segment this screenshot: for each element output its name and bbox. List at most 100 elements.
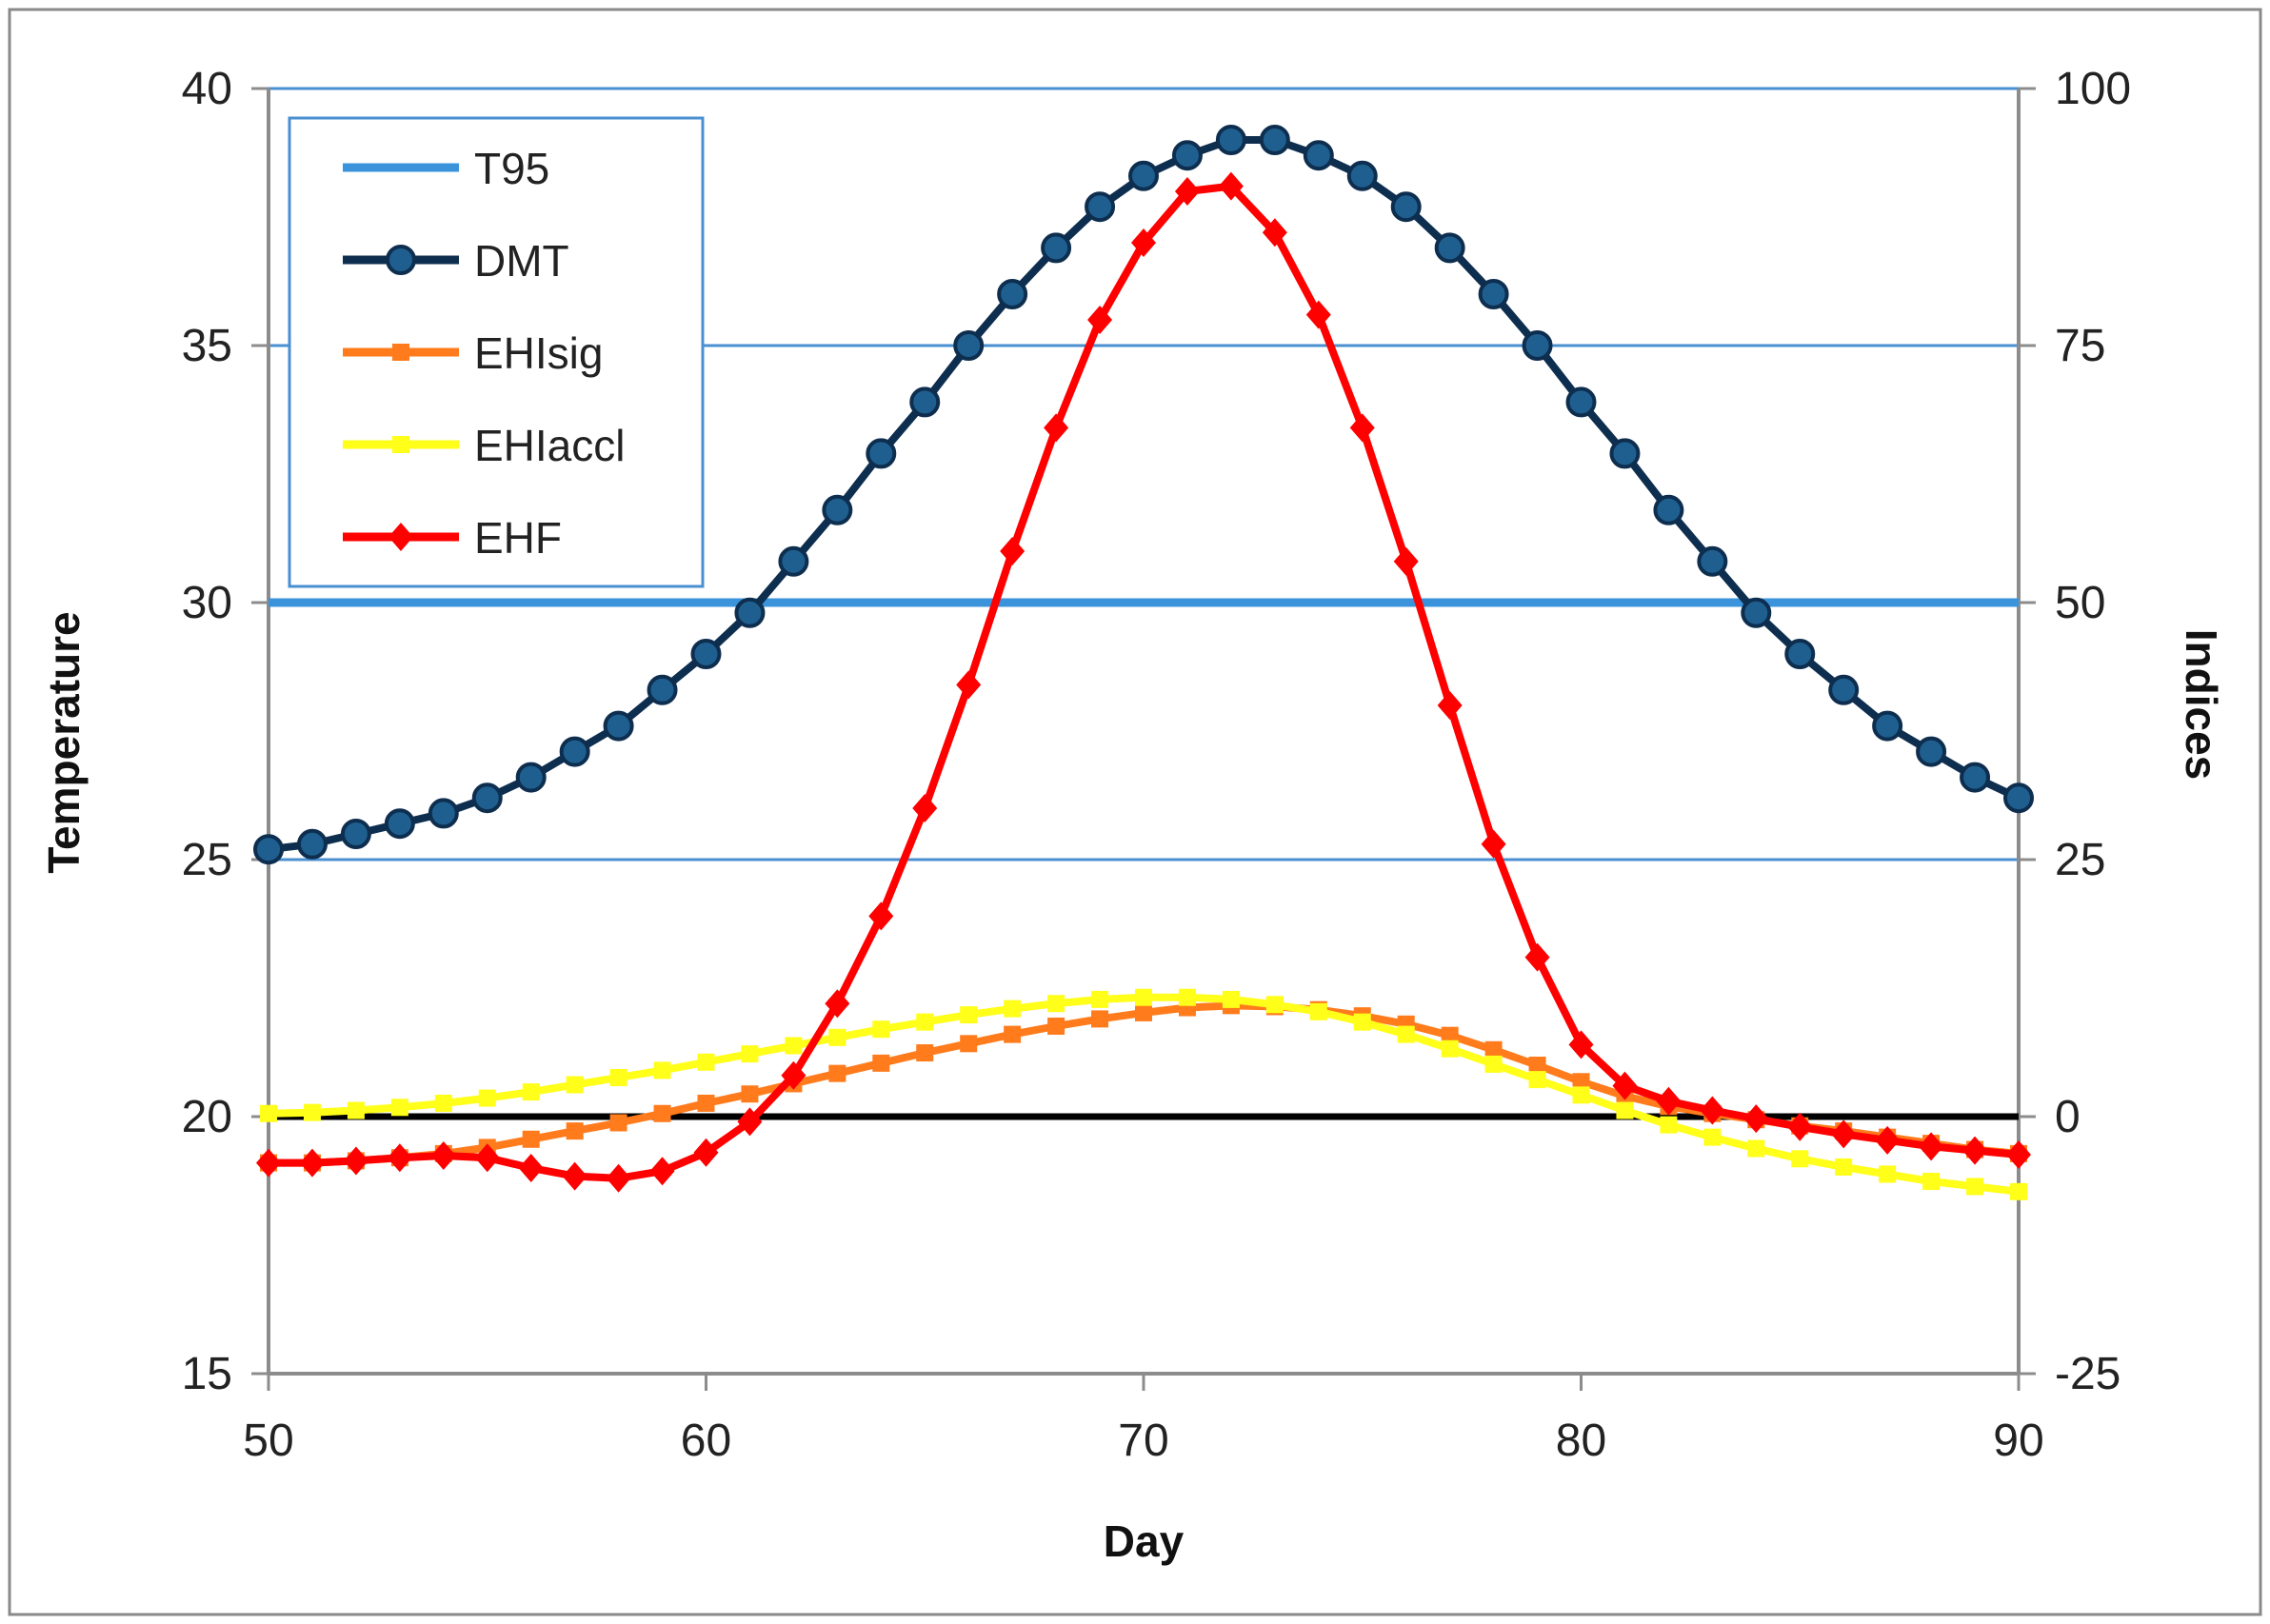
ehiaccl-point	[1879, 1165, 1897, 1183]
x-axis-title: Day	[1104, 1516, 1185, 1566]
ehf-point	[430, 1141, 456, 1171]
ehf-point	[1568, 1030, 1594, 1060]
left-axis-ticks: 15 20 25 30 35 40	[182, 64, 269, 1399]
legend-item-t95: T95	[343, 144, 549, 193]
dmt-point	[1653, 494, 1684, 525]
ehiaccl-point	[260, 1104, 277, 1122]
legend: T95 DMT EHIsig EHIaccl EHF	[288, 116, 705, 588]
dmt-point	[1390, 191, 1422, 223]
ehisig-point	[566, 1122, 584, 1140]
right-axis-title: Indices	[2177, 629, 2226, 781]
right-tick-label: 25	[2055, 835, 2105, 885]
ehisig-point	[960, 1035, 978, 1053]
dmt-point	[647, 674, 678, 705]
dmt-point	[1741, 597, 1772, 628]
dmt-point	[734, 597, 766, 628]
ehiaccl-point	[1528, 1071, 1546, 1089]
right-tick-label: 75	[2055, 321, 2105, 371]
ehf-point	[1787, 1112, 1813, 1141]
dmt-point	[909, 386, 941, 418]
ehisig-point	[1441, 1026, 1459, 1044]
dmt-point	[1128, 160, 1159, 191]
ehf-point	[343, 1146, 368, 1176]
ehiaccl-point	[2010, 1182, 2027, 1200]
legend-swatch-marker	[392, 436, 409, 453]
legend-label: DMT	[474, 236, 569, 286]
ehiaccl-point	[1484, 1055, 1503, 1073]
ehiaccl-point	[1922, 1173, 1941, 1191]
ehiaccl-point	[1791, 1150, 1809, 1168]
dmt-point	[1434, 232, 1465, 264]
ehiaccl-point	[522, 1083, 540, 1101]
ehiaccl-point	[697, 1053, 715, 1071]
legend-swatch-marker	[388, 523, 413, 551]
dmt-point	[471, 782, 503, 814]
ehiaccl-point	[566, 1076, 584, 1094]
ehf-point	[737, 1107, 763, 1137]
dmt-point	[953, 330, 985, 361]
dmt-point	[1085, 191, 1116, 223]
legend-swatch-marker	[386, 245, 416, 275]
ehiaccl-point	[1047, 995, 1065, 1013]
ehisig-point	[1004, 1025, 1022, 1043]
ehf-point	[1131, 228, 1156, 257]
ehf-point	[1831, 1119, 1857, 1149]
dmt-point	[296, 828, 328, 860]
ehisig-point	[828, 1064, 846, 1082]
left-tick-label: 40	[182, 64, 232, 114]
dmt-point	[603, 710, 634, 742]
legend-item-ehisig: EHIsig	[343, 328, 603, 378]
dmt-point	[1522, 330, 1553, 361]
right-tick-label: -25	[2055, 1349, 2121, 1399]
legend-item-dmt: DMT	[343, 236, 569, 286]
ehf-point	[1962, 1136, 1988, 1165]
ehf-point	[1656, 1086, 1682, 1116]
ehiaccl-point	[872, 1020, 890, 1039]
dmt-point	[1828, 674, 1860, 705]
series-dmt	[253, 125, 2034, 865]
dmt-point	[2003, 782, 2034, 814]
dmt-point	[1784, 639, 1816, 669]
ehf-point	[299, 1148, 325, 1178]
ehf-point	[912, 794, 938, 822]
x-tick-label: 90	[1993, 1416, 2043, 1466]
ehiaccl-point	[1835, 1158, 1853, 1176]
ehf-point	[1262, 218, 1287, 248]
legend-swatch-marker	[392, 344, 409, 361]
ehiaccl-point	[1091, 990, 1109, 1008]
dmt-point	[1960, 762, 1991, 793]
ehiaccl-point	[1397, 1025, 1415, 1043]
ehisig-point	[1135, 1003, 1152, 1021]
ehf-point	[1000, 537, 1025, 565]
series-ehiaccl	[260, 988, 2027, 1200]
ehf-point	[1524, 942, 1550, 972]
ehf-point	[2006, 1139, 2031, 1169]
dmt-point	[1171, 140, 1203, 171]
dmt-point	[1478, 279, 1509, 309]
x-axis-ticks: 50 60 70 80 90	[243, 1374, 2044, 1466]
ehf-point	[256, 1148, 281, 1178]
ehf-point	[1919, 1132, 1944, 1161]
dmt-point	[340, 819, 371, 849]
dmt-point	[384, 808, 415, 840]
left-tick-label: 20	[182, 1092, 232, 1142]
ehiaccl-point	[1966, 1178, 1984, 1196]
ehiaccl-point	[1660, 1116, 1678, 1134]
ehiaccl-point	[1616, 1101, 1634, 1119]
ehf-point	[649, 1157, 675, 1186]
x-tick-label: 50	[243, 1416, 293, 1466]
ehf-point	[1305, 300, 1331, 329]
ehiaccl-point	[1572, 1086, 1590, 1104]
ehf-point	[1218, 171, 1244, 201]
ehiaccl-point	[653, 1061, 671, 1079]
ehisig-point	[609, 1114, 627, 1132]
ehisig-point	[1047, 1017, 1065, 1035]
ehf-point	[1700, 1096, 1725, 1125]
right-axis-ticks: -25 0 25 50 75 100	[2019, 64, 2131, 1399]
ehiaccl-point	[1747, 1139, 1765, 1158]
dmt-point	[428, 798, 459, 829]
dmt-point	[1609, 438, 1641, 469]
ehisig-point	[1091, 1010, 1109, 1028]
dmt-point	[559, 736, 590, 767]
